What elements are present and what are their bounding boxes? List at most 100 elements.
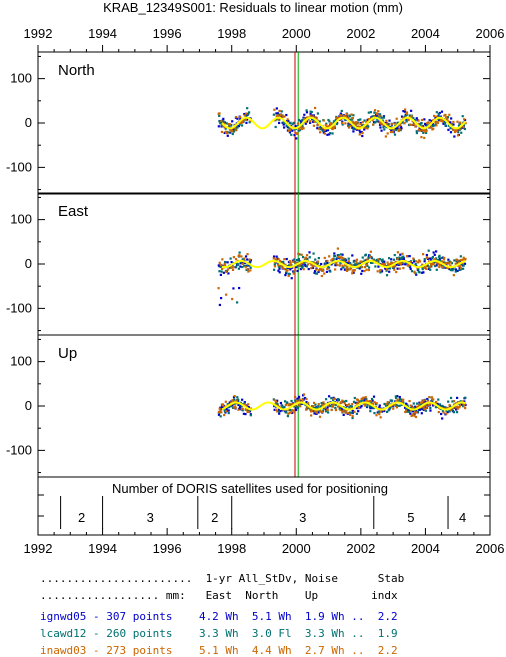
data-point <box>412 258 415 261</box>
data-point <box>243 112 247 116</box>
data-point <box>290 399 293 403</box>
data-point <box>395 271 398 274</box>
data-point <box>418 260 422 263</box>
data-point <box>440 256 443 260</box>
data-point <box>326 408 329 412</box>
data-point <box>331 132 334 135</box>
data-point <box>243 402 246 405</box>
data-point <box>315 406 319 410</box>
data-point <box>394 400 397 403</box>
data-point <box>424 122 427 126</box>
satellite-count: 4 <box>459 510 466 525</box>
data-point <box>355 121 358 124</box>
data-point <box>219 273 222 276</box>
data-point <box>399 125 403 128</box>
data-point <box>382 264 385 267</box>
data-point <box>373 115 376 118</box>
data-point <box>236 117 239 120</box>
data-point <box>332 126 335 129</box>
data-point <box>422 405 426 408</box>
data-point <box>226 268 230 271</box>
data-point <box>319 128 322 131</box>
data-point <box>453 259 456 262</box>
data-point <box>411 406 414 409</box>
y-tick-label: 100 <box>10 354 32 369</box>
data-point <box>322 268 325 271</box>
top-tick-label: 2000 <box>282 26 311 41</box>
data-point <box>317 257 320 260</box>
data-point <box>350 113 353 116</box>
data-point <box>361 269 364 273</box>
data-point <box>401 400 404 403</box>
data-point <box>378 257 381 261</box>
data-point <box>410 270 414 273</box>
seasonal-model-curve <box>221 401 466 411</box>
data-point <box>280 110 283 113</box>
data-point <box>388 119 391 122</box>
data-point <box>335 122 338 126</box>
data-point <box>224 411 227 414</box>
data-point <box>364 126 367 129</box>
data-point <box>310 410 313 413</box>
data-point <box>341 115 344 118</box>
data-point <box>318 269 321 272</box>
data-point <box>417 122 420 126</box>
data-point <box>389 130 393 134</box>
data-point <box>414 411 417 414</box>
data-point <box>234 405 237 408</box>
data-point <box>454 406 457 409</box>
data-point <box>462 256 465 259</box>
data-point <box>296 132 299 135</box>
data-point <box>387 257 391 260</box>
data-point <box>418 401 421 404</box>
data-point <box>429 403 432 406</box>
data-point <box>289 263 292 266</box>
data-point <box>298 128 302 132</box>
data-point <box>356 398 359 402</box>
data-point <box>448 404 451 407</box>
data-point <box>456 134 460 137</box>
data-point <box>424 404 427 407</box>
data-point <box>315 409 318 412</box>
data-point <box>431 119 435 122</box>
data-point <box>223 410 227 413</box>
data-point <box>399 253 402 256</box>
data-point <box>332 120 336 123</box>
data-point <box>236 126 239 129</box>
data-point <box>373 111 376 114</box>
data-point <box>349 404 352 408</box>
data-point <box>447 400 450 403</box>
data-point <box>431 404 435 407</box>
data-point <box>231 132 234 136</box>
data-point <box>380 410 384 413</box>
data-point <box>300 125 303 128</box>
data-point <box>385 268 389 271</box>
satellite-caption: Number of DORIS satellites used for posi… <box>112 481 388 496</box>
data-point <box>429 257 432 260</box>
data-point <box>351 403 354 406</box>
data-point <box>299 263 302 267</box>
data-point <box>423 260 426 263</box>
data-point <box>420 129 424 132</box>
data-point <box>341 120 344 123</box>
data-point <box>356 263 359 266</box>
data-point <box>393 133 397 136</box>
data-point <box>227 411 230 415</box>
data-point <box>379 416 382 419</box>
data-point <box>241 265 244 269</box>
data-point <box>405 410 408 413</box>
data-point <box>351 415 354 418</box>
seasonal-model-curve <box>221 116 467 130</box>
data-point <box>367 125 370 128</box>
data-point <box>223 126 226 129</box>
data-point <box>312 409 315 413</box>
data-point <box>437 411 440 414</box>
data-point <box>370 397 374 401</box>
data-point <box>434 406 438 409</box>
data-point <box>464 257 467 261</box>
data-point <box>456 269 459 272</box>
data-point <box>386 402 389 405</box>
data-point <box>349 267 352 271</box>
data-point <box>302 268 305 271</box>
data-point <box>317 270 320 274</box>
